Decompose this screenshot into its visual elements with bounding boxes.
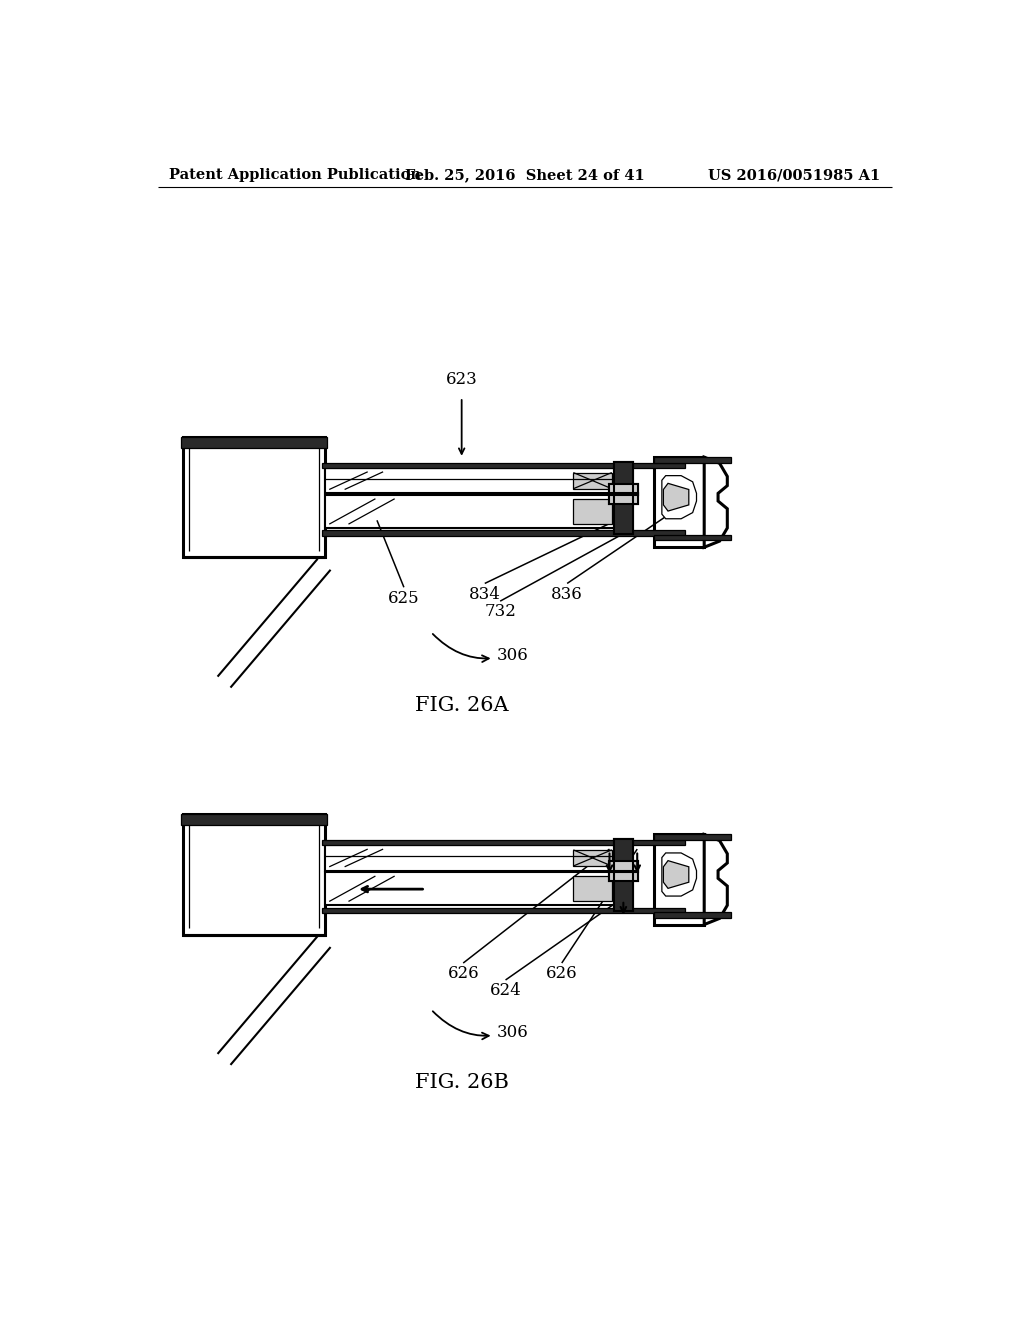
Text: 623: 623 [445, 371, 477, 388]
Bar [654, 912, 731, 917]
Bar [614, 462, 633, 535]
Text: US 2016/0051985 A1: US 2016/0051985 A1 [709, 169, 881, 182]
Bar [654, 535, 731, 540]
Polygon shape [705, 834, 727, 924]
Bar [654, 457, 705, 548]
Text: 626: 626 [546, 965, 578, 982]
Text: Feb. 25, 2016  Sheet 24 of 41: Feb. 25, 2016 Sheet 24 of 41 [404, 169, 645, 182]
Polygon shape [664, 483, 689, 511]
Bar [608, 871, 638, 882]
Bar [322, 840, 685, 845]
Bar [608, 484, 638, 495]
Bar [614, 462, 633, 535]
Polygon shape [705, 457, 727, 548]
Bar [326, 873, 620, 906]
Text: 836: 836 [551, 586, 583, 603]
Bar [326, 495, 620, 528]
Text: 834: 834 [469, 586, 501, 603]
Bar [614, 840, 633, 911]
Bar [654, 834, 731, 840]
Bar [183, 814, 326, 935]
Bar [573, 850, 611, 866]
Bar [322, 908, 685, 913]
Bar [326, 469, 620, 494]
Polygon shape [664, 861, 689, 888]
Text: 626: 626 [447, 965, 479, 982]
Bar [322, 462, 685, 469]
Bar [614, 840, 632, 911]
Bar [181, 437, 327, 447]
Bar [608, 862, 638, 873]
Text: Patent Application Publication: Patent Application Publication [169, 169, 421, 182]
Bar [183, 437, 326, 557]
Text: 732: 732 [484, 603, 516, 620]
Bar [326, 845, 620, 871]
Bar [609, 494, 637, 503]
Bar [609, 871, 637, 880]
Bar [608, 494, 638, 504]
Text: 624: 624 [489, 982, 521, 999]
Text: 625: 625 [388, 590, 420, 607]
Bar [608, 494, 638, 504]
Bar [609, 862, 637, 871]
Text: FIG. 26A: FIG. 26A [415, 696, 509, 714]
Bar [181, 814, 327, 825]
Bar [614, 840, 633, 911]
Polygon shape [662, 853, 696, 896]
Bar [608, 862, 638, 873]
Bar [654, 457, 731, 462]
Polygon shape [662, 475, 696, 519]
Bar [609, 484, 637, 494]
Bar [573, 473, 611, 488]
Bar [654, 834, 705, 924]
Bar [573, 876, 611, 902]
Text: FIG. 26B: FIG. 26B [415, 1073, 509, 1092]
Bar [608, 484, 638, 495]
Bar [573, 499, 611, 524]
Bar [608, 871, 638, 882]
Bar [614, 462, 632, 533]
Text: 306: 306 [433, 634, 528, 664]
Text: 306: 306 [433, 1011, 528, 1041]
Bar [322, 531, 685, 536]
